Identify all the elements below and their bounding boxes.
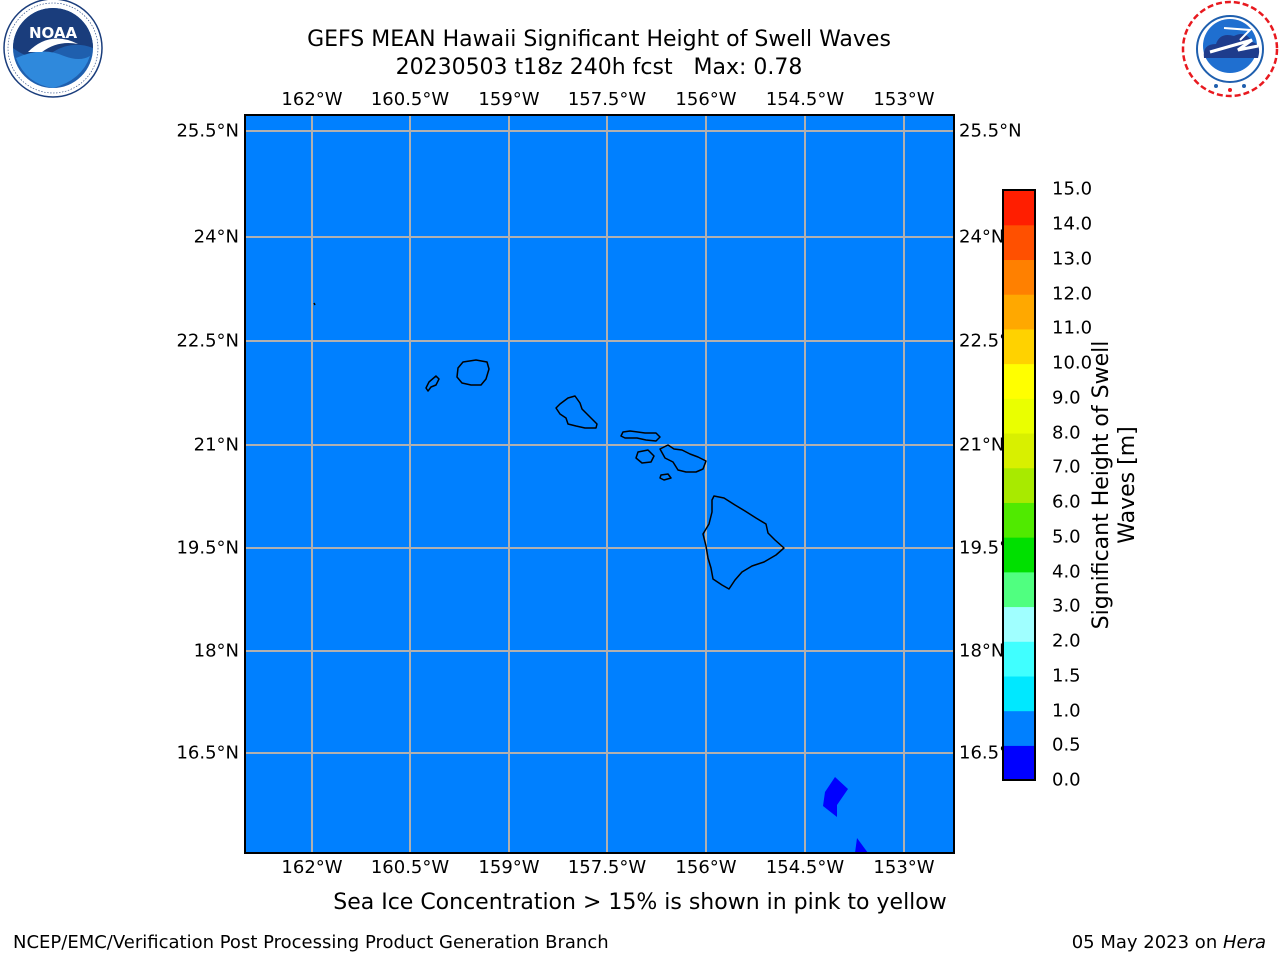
lon-tick-top: 162°W bbox=[281, 89, 343, 110]
colorbar-tick: 0.0 bbox=[1052, 769, 1081, 791]
colorbar-tick: 12.0 bbox=[1052, 283, 1093, 305]
colorbar-tick: 4.0 bbox=[1052, 561, 1081, 583]
footer-host: Hera bbox=[1222, 932, 1266, 953]
colorbar-tick: 0.5 bbox=[1052, 734, 1081, 756]
colorbar-tick: 13.0 bbox=[1052, 248, 1093, 270]
noaa-logo-text: NOAA bbox=[29, 24, 78, 42]
low-swell-area bbox=[855, 838, 868, 853]
colorbar-segment bbox=[1003, 502, 1035, 538]
lon-tick-bottom: 157.5°W bbox=[567, 857, 647, 878]
lat-tick-left: 22.5°N bbox=[176, 330, 239, 352]
colorbar-tick: 1.5 bbox=[1052, 665, 1081, 687]
colorbar-segment bbox=[1003, 259, 1035, 295]
lon-tick-bottom: 162°W bbox=[281, 857, 343, 878]
colorbar-tick: 5.0 bbox=[1052, 526, 1081, 548]
lon-tick-bottom: 154.5°W bbox=[765, 857, 845, 878]
colorbar-segment bbox=[1003, 467, 1035, 503]
colorbar-segment bbox=[1003, 432, 1035, 469]
lat-tick-left: 25.5°N bbox=[176, 120, 239, 142]
colorbar-segment bbox=[1003, 294, 1035, 330]
lat-tick-left: 19.5°N bbox=[176, 537, 239, 559]
colorbar-tick: 2.0 bbox=[1052, 630, 1081, 652]
map-frame bbox=[244, 114, 955, 854]
chart-subtitle: 20230503 t18z 240h fcst Max: 0.78 bbox=[395, 55, 803, 80]
island-maui bbox=[659, 444, 707, 473]
footer-credit: NCEP/EMC/Verification Post Processing Pr… bbox=[13, 932, 609, 953]
colorbar-segment bbox=[1003, 606, 1035, 642]
lon-tick-bottom: 153°W bbox=[873, 857, 935, 878]
footer-date-text: 05 May 2023 on bbox=[1071, 932, 1223, 953]
colorbar-tick: 7.0 bbox=[1052, 456, 1081, 478]
island-molokai bbox=[620, 430, 661, 442]
colorbar-tick: 15.0 bbox=[1052, 178, 1093, 200]
colorbar-segment bbox=[1003, 710, 1035, 746]
graticule bbox=[245, 115, 954, 853]
lon-tick-top: 156°W bbox=[675, 89, 737, 110]
lat-tick-left: 16.5°N bbox=[176, 742, 239, 764]
lat-tick-right: 24°N bbox=[959, 226, 1005, 248]
colorbar-tick: 9.0 bbox=[1052, 387, 1081, 409]
colorbar-segment bbox=[1003, 537, 1035, 573]
island-nihoa bbox=[313, 302, 316, 306]
colorbar-segment bbox=[1003, 571, 1035, 608]
lat-tick-right: 18°N bbox=[959, 640, 1005, 662]
lon-tick-bottom: 160.5°W bbox=[370, 857, 450, 878]
island-lanai bbox=[635, 449, 655, 464]
lon-tick-top: 159°W bbox=[478, 89, 540, 110]
lat-tick-left: 24°N bbox=[193, 226, 239, 248]
colorbar-label: Significant Height of Swell Waves [m] bbox=[1089, 275, 1141, 695]
lon-tick-top: 154.5°W bbox=[765, 89, 845, 110]
colorbar-segment bbox=[1003, 363, 1035, 399]
colorbar-tick: 3.0 bbox=[1052, 595, 1081, 617]
colorbar-label-line2: Waves [m] bbox=[1115, 426, 1140, 544]
island-kauai bbox=[456, 359, 490, 386]
colorbar-label-line1: Significant Height of Swell bbox=[1089, 340, 1114, 630]
colorbar-tick: 6.0 bbox=[1052, 491, 1081, 513]
lat-tick-right: 25.5°N bbox=[959, 120, 1022, 142]
lon-tick-bottom: 159°W bbox=[478, 857, 540, 878]
colorbar-tick: 11.0 bbox=[1052, 317, 1093, 339]
colorbar-segment bbox=[1003, 398, 1035, 434]
lat-tick-right: 21°N bbox=[959, 434, 1005, 456]
colorbar-segment bbox=[1003, 745, 1035, 781]
colorbar-segment bbox=[1003, 641, 1035, 677]
colorbar bbox=[1002, 189, 1036, 781]
lon-tick-top: 157.5°W bbox=[567, 89, 647, 110]
sea-ice-note: Sea Ice Concentration > 15% is shown in … bbox=[333, 890, 947, 915]
island-kahoolawe bbox=[659, 473, 672, 481]
footer-date: 05 May 2023 on Hera bbox=[1072, 932, 1266, 953]
colorbar-frame bbox=[1002, 189, 1036, 781]
lat-tick-left: 21°N bbox=[193, 434, 239, 456]
chart-title: GEFS MEAN Hawaii Significant Height of S… bbox=[307, 27, 891, 52]
colorbar-tick: 10.0 bbox=[1052, 352, 1093, 374]
low-swell-area bbox=[823, 777, 848, 817]
swell-height-field bbox=[245, 115, 954, 853]
coastlines bbox=[313, 302, 785, 590]
noaa-logo: NOAA bbox=[3, 0, 103, 98]
island-niihau bbox=[425, 375, 440, 392]
colorbar-tick: 1.0 bbox=[1052, 700, 1081, 722]
colorbar-segment bbox=[1003, 224, 1035, 261]
colorbar-tick: 8.0 bbox=[1052, 422, 1081, 444]
colorbar-tick: 14.0 bbox=[1052, 213, 1093, 235]
lon-tick-top: 160.5°W bbox=[370, 89, 450, 110]
lon-tick-bottom: 156°W bbox=[675, 857, 737, 878]
lat-tick-left: 18°N bbox=[193, 640, 239, 662]
colorbar-segment bbox=[1003, 675, 1035, 712]
island-hawaii bbox=[702, 495, 785, 590]
nws-logo bbox=[1181, 0, 1279, 98]
island-oahu bbox=[555, 395, 598, 429]
colorbar-segment bbox=[1003, 190, 1035, 226]
lon-tick-top: 153°W bbox=[873, 89, 935, 110]
colorbar-segment bbox=[1003, 328, 1035, 365]
